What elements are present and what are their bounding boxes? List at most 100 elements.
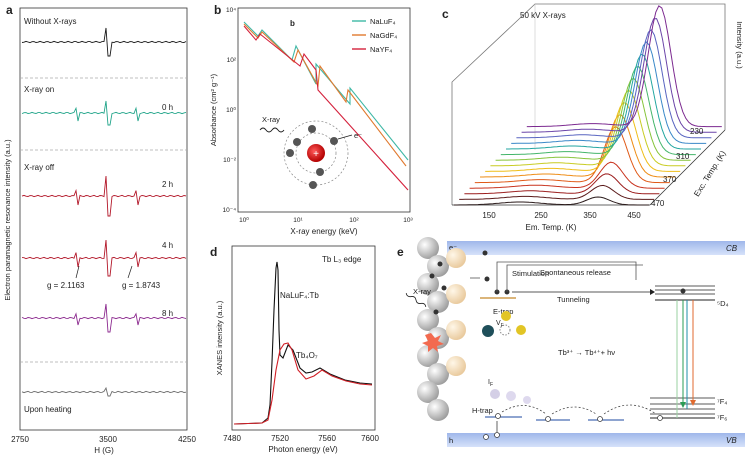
arrowhead-icon	[650, 289, 655, 295]
panel-d-label: d	[210, 245, 217, 259]
lattice-atom	[446, 356, 466, 376]
tick-d-x1: 7520	[271, 434, 289, 443]
trapped-electron	[484, 276, 490, 282]
ejection-arrow	[337, 134, 353, 140]
tick-c-y1: 310	[676, 152, 690, 161]
vacancy-icon	[499, 324, 511, 336]
epr-traces	[21, 27, 187, 397]
label-xray-off: X-ray off	[24, 163, 55, 172]
panel-c-zlabel: Intensity (a.u.)	[735, 21, 744, 69]
epr-trace	[21, 239, 187, 277]
lattice-atom	[417, 237, 439, 259]
trapped-electron	[441, 285, 447, 291]
electron-icon	[293, 138, 301, 146]
panel-e-label: e	[397, 245, 404, 259]
panel-a-xlabel: H (G)	[94, 446, 114, 455]
orbit-outer	[283, 120, 349, 186]
defect-atom	[501, 311, 511, 321]
legend-nay: NaYF₄	[370, 45, 392, 54]
panel-c-ylabel: Exc. Temp. (K)	[692, 149, 728, 198]
hole-icon	[495, 413, 501, 419]
epr-trace	[21, 175, 187, 217]
spontaneous-path	[506, 264, 643, 292]
epr-trace	[21, 386, 187, 397]
axis-exc-temp	[649, 129, 726, 206]
hole-icon	[483, 434, 489, 440]
interstitial-icon	[506, 391, 516, 401]
electron-label: e⁻	[449, 243, 457, 252]
d4-label: ⁵D₄	[717, 299, 729, 308]
lattice-atom	[446, 320, 466, 340]
hole-icon	[657, 415, 663, 421]
if-label: IF	[488, 379, 493, 388]
label-8h: 8 h	[162, 309, 173, 318]
tl-curve	[480, 114, 675, 178]
hopping-arrow	[501, 405, 547, 415]
inset-electron-label: e⁻	[354, 131, 362, 140]
cb-label: CB	[726, 244, 738, 253]
xray-impact-icon	[422, 333, 444, 352]
lattice-atom	[446, 248, 466, 268]
tick-b-y0: 10⁴	[226, 7, 236, 14]
tick-b-y2: 10⁰	[226, 106, 236, 114]
tick-a-x0: 2750	[11, 435, 29, 444]
label-without-xrays: Without X-rays	[24, 17, 76, 26]
etrap-label: E-trap	[493, 307, 513, 316]
orbit-inner	[295, 132, 337, 174]
xray-wave-icon	[405, 293, 427, 307]
xray-label: X-ray	[413, 287, 431, 296]
xanes-curve-nalu	[233, 261, 373, 425]
panel-c: c 50 kV X-rays Intensity (a.u.) 150 250 …	[442, 3, 744, 232]
hopping-arrow	[551, 406, 597, 415]
stimulation-label: Stimulation	[512, 269, 549, 278]
spontaneous-path	[496, 261, 637, 292]
arrow-g2	[127, 265, 133, 279]
lattice-atom	[417, 273, 439, 295]
atom-illustration: X-ray + e⁻	[259, 115, 362, 189]
tick-b-y1: 10²	[227, 57, 237, 64]
electron-icon	[308, 125, 316, 133]
tick-d-x2: 7560	[318, 434, 336, 443]
label-g2: g = 1.8743	[122, 281, 161, 290]
interstitial-icon	[490, 389, 500, 399]
tick-a-x1: 3500	[99, 435, 117, 444]
curve-nalu	[243, 21, 409, 161]
tick-d-x0: 7480	[223, 434, 241, 443]
tick-b-x3: 10³	[403, 217, 413, 224]
lattice-atom	[417, 309, 439, 331]
tl-curve	[454, 196, 649, 206]
panel-b: b b Absorbance (cm² g⁻¹) 10⁴ 10² 10⁰ 10⁻…	[209, 3, 414, 236]
excited-electron	[680, 288, 686, 294]
hole-icon	[545, 416, 551, 422]
tick-b-y4: 10⁻⁴	[223, 207, 237, 214]
panel-a-frame	[19, 7, 188, 431]
tunneling-label: Tunneling	[557, 295, 590, 304]
label-upon-heating: Upon heating	[24, 405, 72, 414]
panel-b-label: b	[214, 3, 221, 17]
trapped-electron	[433, 309, 439, 315]
lattice-atom	[427, 255, 449, 277]
xray-wave-icon	[259, 127, 285, 133]
tl-curve	[485, 102, 681, 172]
electron-icon	[286, 149, 294, 157]
lattice-atom	[417, 345, 439, 367]
spontaneous-label: Spontaneous release	[540, 268, 611, 277]
tick-b-x0: 10⁰	[239, 216, 249, 224]
arrowhead-icon	[680, 402, 686, 408]
panel-d-xlabel: Photon energy (eV)	[268, 445, 338, 454]
tick-c-x1: 250	[534, 211, 548, 220]
tick-c-x2: 350	[583, 211, 597, 220]
hopping-arrow	[603, 404, 657, 415]
f4-label: ⁷F₄	[717, 397, 727, 406]
thermoluminescence-curves	[454, 5, 722, 206]
electron-icon	[330, 137, 338, 145]
tl-curve	[511, 41, 707, 144]
hole-icon	[597, 416, 603, 422]
panel-c-xlabel: Em. Temp. (K)	[526, 223, 577, 232]
f6-label: ⁷F₆	[717, 413, 727, 422]
tl-curve	[474, 126, 670, 184]
tl-curve	[495, 77, 691, 161]
tick-c-y2: 370	[663, 175, 677, 184]
trapped-electron	[437, 261, 443, 267]
